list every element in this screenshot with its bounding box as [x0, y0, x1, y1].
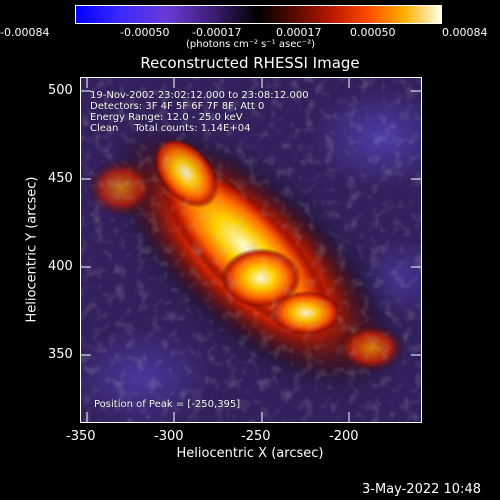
annotation-peak: Position of Peak = [-250,395]: [94, 399, 241, 410]
footer-timestamp: 3-May-2022 10:48: [362, 482, 481, 497]
image-heatmap: [81, 78, 421, 422]
y-tick-label: 500: [48, 83, 73, 98]
x-tick-label: -250: [241, 429, 271, 444]
colorbar-tick: 0.00017: [276, 26, 322, 39]
y-tick-label: 350: [48, 347, 73, 362]
x-tick-label: -350: [66, 429, 96, 444]
colorbar-tick: -0.00050: [120, 26, 170, 39]
colorbar-units: (photons cm⁻² s⁻¹ asec⁻²): [186, 39, 316, 50]
x-axis-label: Heliocentric X (arcsec): [176, 446, 324, 461]
y-axis-label: Heliocentric Y (arcsec): [24, 176, 40, 323]
colorbar-tick: -0.00017: [192, 26, 242, 39]
axis-ticks: [81, 78, 421, 422]
plot-title: Reconstructed RHESSI Image: [140, 54, 360, 72]
annotation-energy: Energy Range: 12.0 - 25.0 keV: [90, 112, 243, 123]
rhessi-image: 19-Nov-2002 23:02:12.000 to 23:08:12.000…: [80, 77, 422, 423]
colorbar-ticks: -0.00084 -0.00050 -0.00017 0.00017 0.000…: [0, 26, 500, 40]
annotation-detectors: Detectors: 3F 4F 5F 6F 7F 8F, Att 0: [90, 101, 265, 112]
colorbar-tick: 0.00050: [350, 26, 396, 39]
y-tick-label: 400: [48, 259, 73, 274]
annotation-time: 19-Nov-2002 23:02:12.000 to 23:08:12.000: [90, 90, 309, 101]
x-tick-label: -200: [329, 429, 359, 444]
colorbar-tick: -0.00084: [0, 26, 50, 39]
colorbar: [75, 5, 442, 24]
x-tick-label: -300: [154, 429, 184, 444]
y-tick-label: 450: [48, 171, 73, 186]
colorbar-tick: 0.00084: [442, 26, 488, 39]
annotation-clean: Clean Total counts: 1.14E+04: [90, 123, 251, 134]
